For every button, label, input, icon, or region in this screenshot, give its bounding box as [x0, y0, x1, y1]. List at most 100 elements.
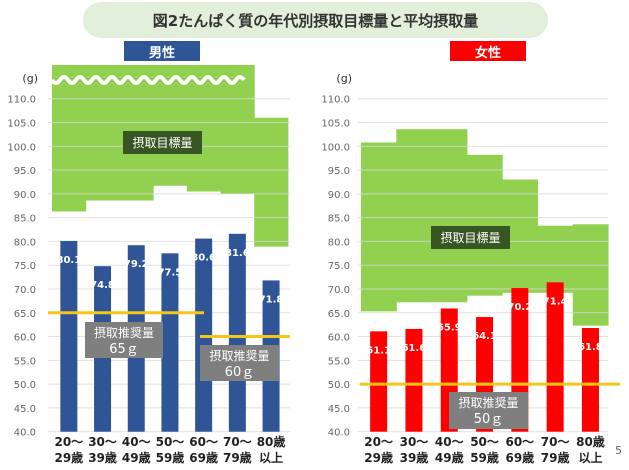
target-label: 摂取目標量 — [132, 135, 192, 150]
y-tick-label: 50.0 — [14, 380, 36, 391]
x-tick-label: 以上 — [578, 450, 602, 465]
bar — [161, 253, 179, 432]
chart-title: 図2たんぱく質の年代別摂取目標量と平均摂取量 — [83, 2, 548, 38]
data-label: 71.4 — [543, 296, 568, 307]
y-tick-label: 45.0 — [328, 404, 350, 415]
data-label: 61.1 — [366, 345, 391, 356]
y-tick-label: 60.0 — [328, 333, 350, 344]
axis-break-wave — [50, 75, 246, 85]
female-chart: (g) 40.0 45.0 50.0 55.0 60.0 65.0 70.0 75.0 80.0 8… — [321, 72, 620, 465]
y-tick-label: 50.0 — [328, 380, 350, 391]
y-tick-label: 85.0 — [14, 214, 36, 225]
recommended-label: 摂取推奨量 — [209, 348, 269, 363]
y-tick-label: 95.0 — [14, 166, 36, 177]
recommended-label-box — [85, 322, 163, 358]
data-label: 71.8 — [259, 294, 284, 305]
y-tick-label: 70.0 — [328, 285, 350, 296]
x-tick-label: 40〜 — [122, 435, 151, 449]
bar — [405, 328, 423, 432]
y-tick-label: 75.0 — [328, 261, 350, 272]
recommended-value-label: 60ｇ — [225, 365, 255, 380]
y-tick-label: 55.0 — [328, 356, 350, 367]
recommended-label: 摂取推奨量 — [94, 325, 154, 340]
y-tick-label: 75.0 — [14, 261, 36, 272]
data-label: 74.8 — [90, 280, 115, 291]
y-tick-label: 95.0 — [328, 166, 350, 177]
x-tick-label: 79歳 — [223, 450, 252, 465]
female-panel-label: 女性 — [450, 41, 526, 61]
data-label: 77.5 — [158, 267, 183, 278]
x-tick-label: 40〜 — [435, 435, 464, 449]
target-range-band — [572, 224, 609, 326]
target-range-band — [396, 129, 433, 303]
x-tick-label: 70〜 — [541, 435, 570, 449]
page-number: 5 — [615, 444, 622, 457]
y-tick-label: 55.0 — [14, 356, 36, 367]
bar — [370, 331, 388, 432]
x-tick-label: 69歳 — [505, 450, 534, 465]
data-label: 64.1 — [472, 331, 497, 342]
target-label: 摂取目標量 — [440, 230, 500, 245]
x-tick-label: 49歳 — [122, 450, 151, 465]
x-tick-label: 69歳 — [189, 450, 218, 465]
x-tick-label: 50〜 — [156, 435, 185, 449]
x-tick-label: 60〜 — [189, 435, 218, 449]
x-tick-label: 49歳 — [435, 450, 464, 465]
bar — [60, 240, 78, 432]
y-tick-label: 105.0 — [7, 118, 36, 129]
recommended-label: 摂取推奨量 — [458, 395, 518, 410]
data-label: 81.6 — [225, 248, 250, 259]
y-tick-label: 80.0 — [328, 237, 350, 248]
target-range-band — [52, 65, 87, 212]
x-tick-label: 80歳 — [257, 434, 286, 449]
target-label-box — [123, 131, 202, 154]
target-range-band — [254, 117, 289, 247]
x-tick-label: 59歳 — [156, 450, 185, 465]
target-range-band — [466, 154, 503, 296]
target-range-band — [537, 225, 574, 293]
y-axis-unit: (g) — [22, 72, 38, 85]
x-tick-label: 以上 — [259, 450, 283, 465]
x-tick-label: 29歳 — [364, 450, 393, 465]
bar — [228, 233, 246, 432]
x-tick-label: 39歳 — [88, 450, 117, 465]
y-tick-label: 45.0 — [14, 404, 36, 415]
data-label: 61.8 — [578, 342, 603, 353]
y-tick-label: 80.0 — [14, 237, 36, 248]
y-tick-label: 65.0 — [328, 309, 350, 320]
male-chart: (g) 40.0 45.0 50.0 55.0 60.0 65.0 70.0 75.0 80.0 8… — [7, 65, 290, 465]
x-tick-label: 80歳 — [576, 434, 605, 449]
data-label: 61.6 — [402, 343, 427, 354]
y-tick-label: 110.0 — [321, 95, 350, 106]
y-tick-label: 90.0 — [328, 190, 350, 201]
x-tick-label: 59歳 — [470, 450, 499, 465]
recommended-value-label: 65ｇ — [109, 342, 139, 357]
x-tick-label: 30〜 — [400, 435, 429, 449]
recommended-label-box — [200, 345, 279, 381]
y-tick-label: 40.0 — [14, 428, 36, 439]
y-tick-label: 65.0 — [14, 309, 36, 320]
bar — [581, 327, 599, 432]
x-tick-label: 29歳 — [54, 450, 83, 465]
target-label-box — [431, 226, 510, 249]
target-range-band — [361, 142, 397, 312]
recommended-value-label: 50ｇ — [474, 412, 504, 427]
y-tick-label: 100.0 — [7, 142, 36, 153]
target-range-band — [220, 65, 255, 194]
data-label: 70.2 — [508, 302, 533, 313]
x-tick-label: 60〜 — [505, 435, 534, 449]
y-tick-label: 100.0 — [321, 142, 350, 153]
x-tick-label: 30〜 — [88, 435, 117, 449]
y-axis-unit: (g) — [336, 72, 352, 85]
y-tick-label: 105.0 — [321, 118, 350, 129]
x-tick-label: 20〜 — [54, 435, 83, 449]
y-tick-label: 110.0 — [7, 95, 36, 106]
y-tick-label: 90.0 — [14, 190, 36, 201]
target-range-band — [85, 65, 120, 201]
x-tick-label: 70〜 — [223, 435, 252, 449]
y-tick-label: 85.0 — [328, 214, 350, 225]
target-range-band — [431, 129, 468, 303]
x-tick-label: 39歳 — [400, 450, 429, 465]
data-label: 80.6 — [191, 253, 216, 264]
